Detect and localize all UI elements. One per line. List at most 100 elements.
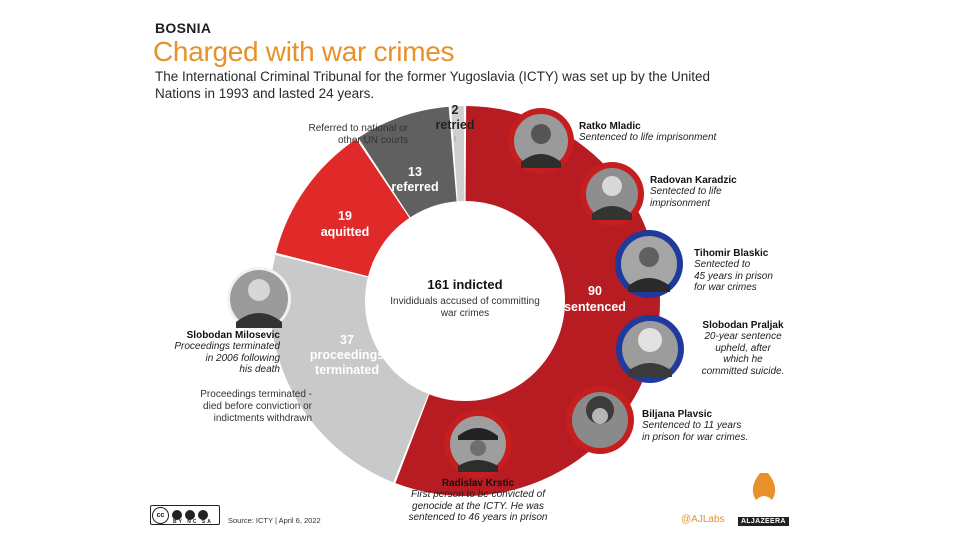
portrait-beret bbox=[458, 428, 498, 440]
center-value: 161 indicted bbox=[427, 277, 503, 292]
person-desc: upheld, after bbox=[715, 342, 771, 354]
person-desc: Sentected to life bbox=[650, 186, 722, 197]
referred-label: 13 referred bbox=[375, 165, 455, 195]
brand-logo-text: ALJAZEERA bbox=[738, 517, 789, 526]
referred-note-line: other UN courts bbox=[337, 135, 408, 146]
person-praljak: Slobodan Praljak 20-year sentence upheld… bbox=[683, 320, 803, 377]
by-icon bbox=[172, 510, 182, 520]
portrait-blaskic bbox=[615, 230, 683, 298]
portrait-plavsic bbox=[566, 386, 634, 454]
portrait-milosevic bbox=[227, 267, 291, 331]
referred-value: 13 bbox=[408, 165, 422, 179]
portrait-krstic bbox=[444, 410, 512, 478]
retried-text: retried bbox=[435, 118, 475, 132]
person-desc: imprisonment bbox=[650, 197, 711, 209]
terminated-text-1: proceedings bbox=[309, 348, 385, 362]
aj-labs-handle: @AJLabs bbox=[681, 514, 725, 525]
slice-retried bbox=[450, 106, 465, 204]
person-blaskic: Tihomir Blaskic Sentected to 45 years in… bbox=[694, 248, 814, 294]
portrait-karadzic bbox=[580, 162, 644, 226]
person-desc: in 2006 following bbox=[205, 352, 281, 364]
person-desc: for war crimes bbox=[694, 282, 757, 293]
portrait-shoulders bbox=[628, 278, 670, 292]
portrait-hair bbox=[602, 176, 622, 196]
portrait-shoulders bbox=[592, 206, 632, 220]
portrait-shoulders bbox=[236, 313, 282, 328]
kicker: BOSNIA bbox=[155, 20, 212, 36]
retried-label: 2 retried bbox=[420, 103, 490, 133]
portrait-face bbox=[592, 408, 608, 424]
terminated-note-line: Proceedings terminated - bbox=[200, 389, 312, 400]
retried-value: 2 bbox=[451, 103, 459, 117]
person-name: Ratko Mladic bbox=[579, 121, 641, 132]
cc-license-badge: cc bbox=[150, 505, 220, 525]
person-desc: 20-year sentence bbox=[704, 331, 782, 342]
cc-terms-icons bbox=[172, 510, 208, 520]
portrait-head bbox=[531, 124, 551, 144]
referred-note: Referred to national or other UN courts bbox=[268, 123, 408, 147]
center-caption: Invididuals accused of committing war cr… bbox=[390, 296, 540, 319]
slice-aquitted bbox=[276, 139, 411, 277]
portrait-mladic bbox=[508, 108, 574, 174]
portrait-hair bbox=[248, 279, 270, 301]
portrait-shoulders bbox=[628, 363, 672, 377]
terminated-label: 37 proceedings terminated bbox=[297, 333, 397, 378]
person-name: Radislav Krstic bbox=[441, 478, 515, 489]
person-mladic: Ratko Mladic Sentenced to life imprisonm… bbox=[579, 121, 779, 144]
person-desc: Sentenced to life imprisonment bbox=[579, 132, 717, 143]
chart-title: Charged with war crimes bbox=[153, 36, 455, 67]
person-krstic: Radislav Krstic First person to be convi… bbox=[388, 478, 568, 524]
slice-referred bbox=[358, 106, 457, 219]
terminated-value: 37 bbox=[340, 333, 354, 347]
person-desc: Proceedings terminated bbox=[174, 341, 280, 352]
aquitted-value: 19 bbox=[338, 209, 352, 223]
sentenced-text: sentenced bbox=[564, 300, 626, 314]
nc-icon bbox=[185, 510, 195, 520]
terminated-note-line: died before conviction or bbox=[203, 401, 312, 412]
person-desc: Sentected to bbox=[694, 259, 751, 270]
chart-subtitle: The International Criminal Tribunal for … bbox=[155, 69, 711, 101]
logo-calligraphy bbox=[752, 473, 776, 500]
aquitted-text: aquitted bbox=[320, 225, 370, 239]
person-name: Tihomir Blaskic bbox=[694, 248, 769, 259]
person-desc: in prison for war crimes. bbox=[642, 431, 749, 443]
person-plavsic: Biljana Plavsic Sentenced to 11 years in… bbox=[642, 409, 782, 443]
portrait-praljak bbox=[616, 315, 684, 383]
person-name: Radovan Karadzic bbox=[650, 175, 737, 186]
person-milosevic: Slobodan Milosevic Proceedings terminate… bbox=[135, 330, 280, 376]
referred-note-line: Referred to national or bbox=[308, 123, 408, 134]
person-desc: his death bbox=[239, 364, 280, 375]
person-name: Slobodan Milosevic bbox=[186, 330, 280, 341]
sentenced-label: 90 sentenced bbox=[555, 283, 635, 315]
source-note: Source: ICTY | April 6, 2022 bbox=[228, 516, 321, 525]
terminated-text-2: terminated bbox=[315, 363, 379, 377]
cc-terms: BY NC SA bbox=[173, 519, 213, 525]
terminated-note: Proceedings terminated - died before con… bbox=[160, 389, 312, 425]
referred-text: referred bbox=[391, 180, 439, 194]
person-desc: First person to be convicted of bbox=[411, 489, 545, 500]
person-desc: which he bbox=[723, 354, 763, 365]
portrait-shoulders bbox=[521, 154, 561, 168]
slice-proceedings-terminated bbox=[269, 255, 429, 483]
aquitted-label: 19 aquitted bbox=[305, 208, 385, 240]
cc-icon: cc bbox=[152, 506, 169, 524]
donut-hole bbox=[365, 201, 565, 401]
person-desc: 45 years in prison bbox=[694, 270, 773, 282]
portrait-shoulders bbox=[458, 460, 498, 472]
person-karadzic: Radovan Karadzic Sentected to life impri… bbox=[650, 175, 800, 209]
brand-logo-mark bbox=[752, 473, 776, 500]
portrait-head bbox=[639, 247, 659, 267]
person-name: Slobodan Praljak bbox=[702, 320, 784, 331]
terminated-note-line: indictments withdrawn bbox=[213, 413, 312, 424]
donut-center: 161 indicted Invididuals accused of comm… bbox=[385, 277, 545, 320]
person-name: Biljana Plavsic bbox=[642, 409, 713, 420]
sa-icon bbox=[198, 510, 208, 520]
person-desc: Sentenced to 11 years bbox=[642, 420, 742, 431]
portrait-hair bbox=[638, 328, 662, 352]
sentenced-value: 90 bbox=[588, 284, 602, 298]
person-desc: sentenced to 46 years in prison bbox=[408, 512, 548, 523]
portrait-face bbox=[470, 440, 486, 456]
person-desc: committed suicide. bbox=[701, 365, 785, 377]
person-desc: genocide at the ICTY. He was bbox=[412, 500, 544, 512]
